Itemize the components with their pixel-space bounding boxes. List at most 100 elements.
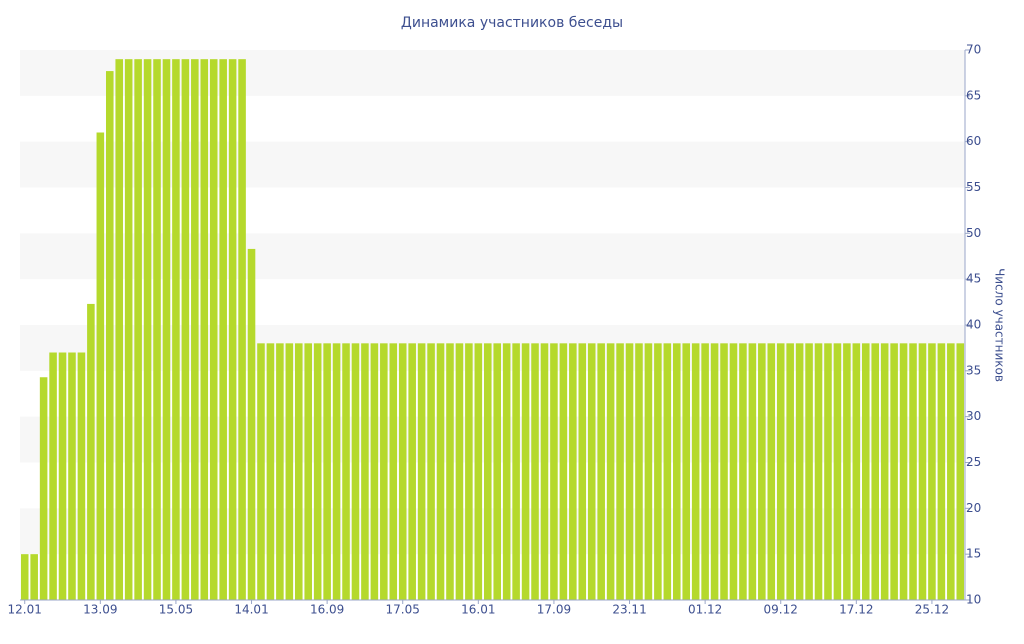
grid-band	[20, 50, 965, 96]
bar	[68, 352, 76, 600]
bar	[124, 59, 133, 600]
bar	[701, 343, 709, 600]
bar	[890, 343, 898, 600]
bar	[436, 343, 445, 600]
y-tick-label: 30	[966, 409, 981, 423]
bar	[266, 343, 275, 600]
bar	[20, 554, 29, 600]
y-tick-label: 60	[966, 134, 981, 148]
bar	[540, 343, 549, 600]
bar	[351, 343, 360, 600]
bar	[947, 343, 955, 600]
x-tick-label: 16.01	[461, 603, 495, 617]
x-tick-label: 12.01	[8, 603, 42, 617]
x-tick-label: 17.12	[839, 603, 873, 617]
bar	[720, 343, 728, 600]
bar	[502, 343, 511, 600]
y-tick-label: 65	[966, 88, 981, 102]
bar	[663, 343, 672, 600]
bar	[87, 303, 95, 600]
y-axis-label: Число участников	[993, 268, 1007, 382]
bar	[417, 343, 426, 600]
bar	[654, 343, 662, 600]
y-tick-label: 40	[966, 318, 981, 332]
y-tick-label: 15	[966, 547, 981, 561]
bar	[672, 343, 681, 600]
bar	[219, 59, 227, 600]
bar	[257, 343, 265, 600]
bar	[209, 59, 218, 600]
bar	[748, 343, 757, 600]
bar	[786, 343, 794, 600]
bar	[729, 343, 738, 600]
bar	[143, 59, 152, 600]
bar	[361, 343, 369, 600]
bar	[134, 59, 142, 600]
bar	[880, 343, 889, 600]
y-tick-label: 45	[966, 272, 981, 286]
bar	[342, 343, 350, 600]
bar	[493, 343, 502, 600]
x-tick-label: 17.09	[537, 603, 571, 617]
bar	[767, 343, 776, 600]
x-tick-label: 23.11	[612, 603, 646, 617]
bar	[389, 343, 398, 600]
bar	[956, 343, 965, 600]
bar	[427, 343, 435, 600]
bar	[531, 343, 539, 600]
bar	[710, 343, 719, 600]
bar	[380, 343, 388, 600]
bar	[587, 343, 596, 600]
bar	[569, 343, 577, 600]
bar	[238, 59, 246, 600]
bar	[153, 59, 161, 600]
bar	[578, 343, 587, 600]
bar	[682, 343, 691, 600]
bar	[616, 343, 624, 600]
bar	[370, 343, 379, 600]
y-tick-label: 20	[966, 501, 981, 515]
bar	[625, 343, 634, 600]
chart-title: Динамика участников беседы	[401, 15, 623, 31]
bar	[918, 343, 927, 600]
bar	[247, 248, 256, 600]
bar	[172, 59, 180, 600]
bar	[49, 352, 57, 600]
bar	[512, 343, 520, 600]
bar	[77, 352, 86, 600]
bar	[758, 343, 766, 600]
bar	[691, 343, 700, 600]
bar	[474, 343, 483, 600]
bar	[899, 343, 908, 600]
bar	[228, 59, 237, 600]
bar	[323, 343, 331, 600]
bar	[332, 343, 341, 600]
bar	[30, 554, 38, 600]
bar	[39, 377, 48, 600]
bar	[115, 59, 124, 600]
bar	[294, 343, 303, 600]
bar	[606, 343, 615, 600]
bar	[805, 343, 813, 600]
bar	[824, 343, 832, 600]
bar	[635, 343, 643, 600]
bar	[833, 343, 842, 600]
x-tick-label: 16.09	[310, 603, 344, 617]
y-tick-label: 70	[966, 43, 981, 57]
x-tick-label: 25.12	[915, 603, 949, 617]
bar	[58, 352, 67, 600]
x-tick-label: 15.05	[159, 603, 193, 617]
bar	[446, 343, 454, 600]
bar	[105, 71, 114, 601]
bar	[200, 59, 209, 600]
bar	[843, 343, 851, 600]
x-tick-label: 17.05	[386, 603, 420, 617]
bar	[852, 343, 861, 600]
bar	[96, 132, 105, 600]
bar	[483, 343, 492, 600]
x-tick-label: 14.01	[234, 603, 268, 617]
bar	[739, 343, 747, 600]
bar	[162, 59, 171, 600]
bar	[408, 343, 416, 600]
